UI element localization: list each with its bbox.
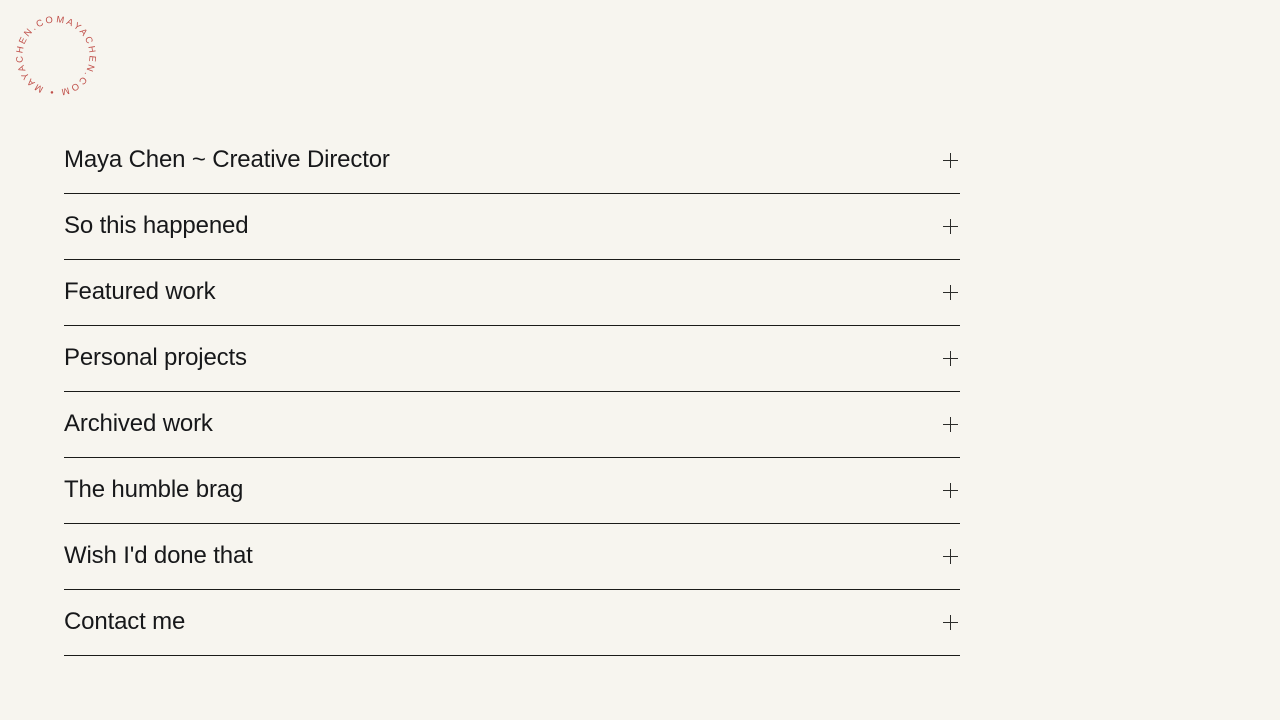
- accordion-label: The humble brag: [64, 475, 244, 503]
- accordion-label: Archived work: [64, 409, 213, 437]
- plus-icon[interactable]: [943, 483, 959, 499]
- accordion-label: Maya Chen ~ Creative Director: [64, 145, 390, 173]
- accordion-label: Personal projects: [64, 343, 247, 371]
- logo-text: MAYACHEN.COM • MAYACHEN.COM •: [10, 10, 99, 99]
- accordion-label: Wish I'd done that: [64, 541, 253, 569]
- logo-textpath: MAYACHEN.COM • MAYACHEN.COM •: [10, 10, 97, 99]
- plus-icon[interactable]: [943, 549, 959, 565]
- accordion-row-personal-projects[interactable]: Personal projects: [64, 326, 960, 392]
- plus-icon[interactable]: [943, 153, 959, 169]
- accordion-row-contact-me[interactable]: Contact me: [64, 590, 960, 656]
- accordion-row-intro[interactable]: Maya Chen ~ Creative Director: [64, 128, 960, 194]
- plus-icon[interactable]: [943, 615, 959, 631]
- accordion-row-archived-work[interactable]: Archived work: [64, 392, 960, 458]
- accordion-row-wish-id-done-that[interactable]: Wish I'd done that: [64, 524, 960, 590]
- accordion-row-featured-work[interactable]: Featured work: [64, 260, 960, 326]
- plus-icon[interactable]: [943, 351, 959, 367]
- plus-icon[interactable]: [943, 417, 959, 433]
- site-logo-badge[interactable]: MAYACHEN.COM • MAYACHEN.COM •: [10, 10, 102, 102]
- plus-icon[interactable]: [943, 285, 959, 301]
- accordion-label: Contact me: [64, 607, 186, 635]
- section-accordion: Maya Chen ~ Creative Director So this ha…: [64, 128, 960, 656]
- accordion-label: So this happened: [64, 211, 249, 239]
- accordion-label: Featured work: [64, 277, 216, 305]
- accordion-row-humble-brag[interactable]: The humble brag: [64, 458, 960, 524]
- circular-logo-icon: MAYACHEN.COM • MAYACHEN.COM •: [10, 10, 99, 99]
- accordion-row-so-this-happened[interactable]: So this happened: [64, 194, 960, 260]
- plus-icon[interactable]: [943, 219, 959, 235]
